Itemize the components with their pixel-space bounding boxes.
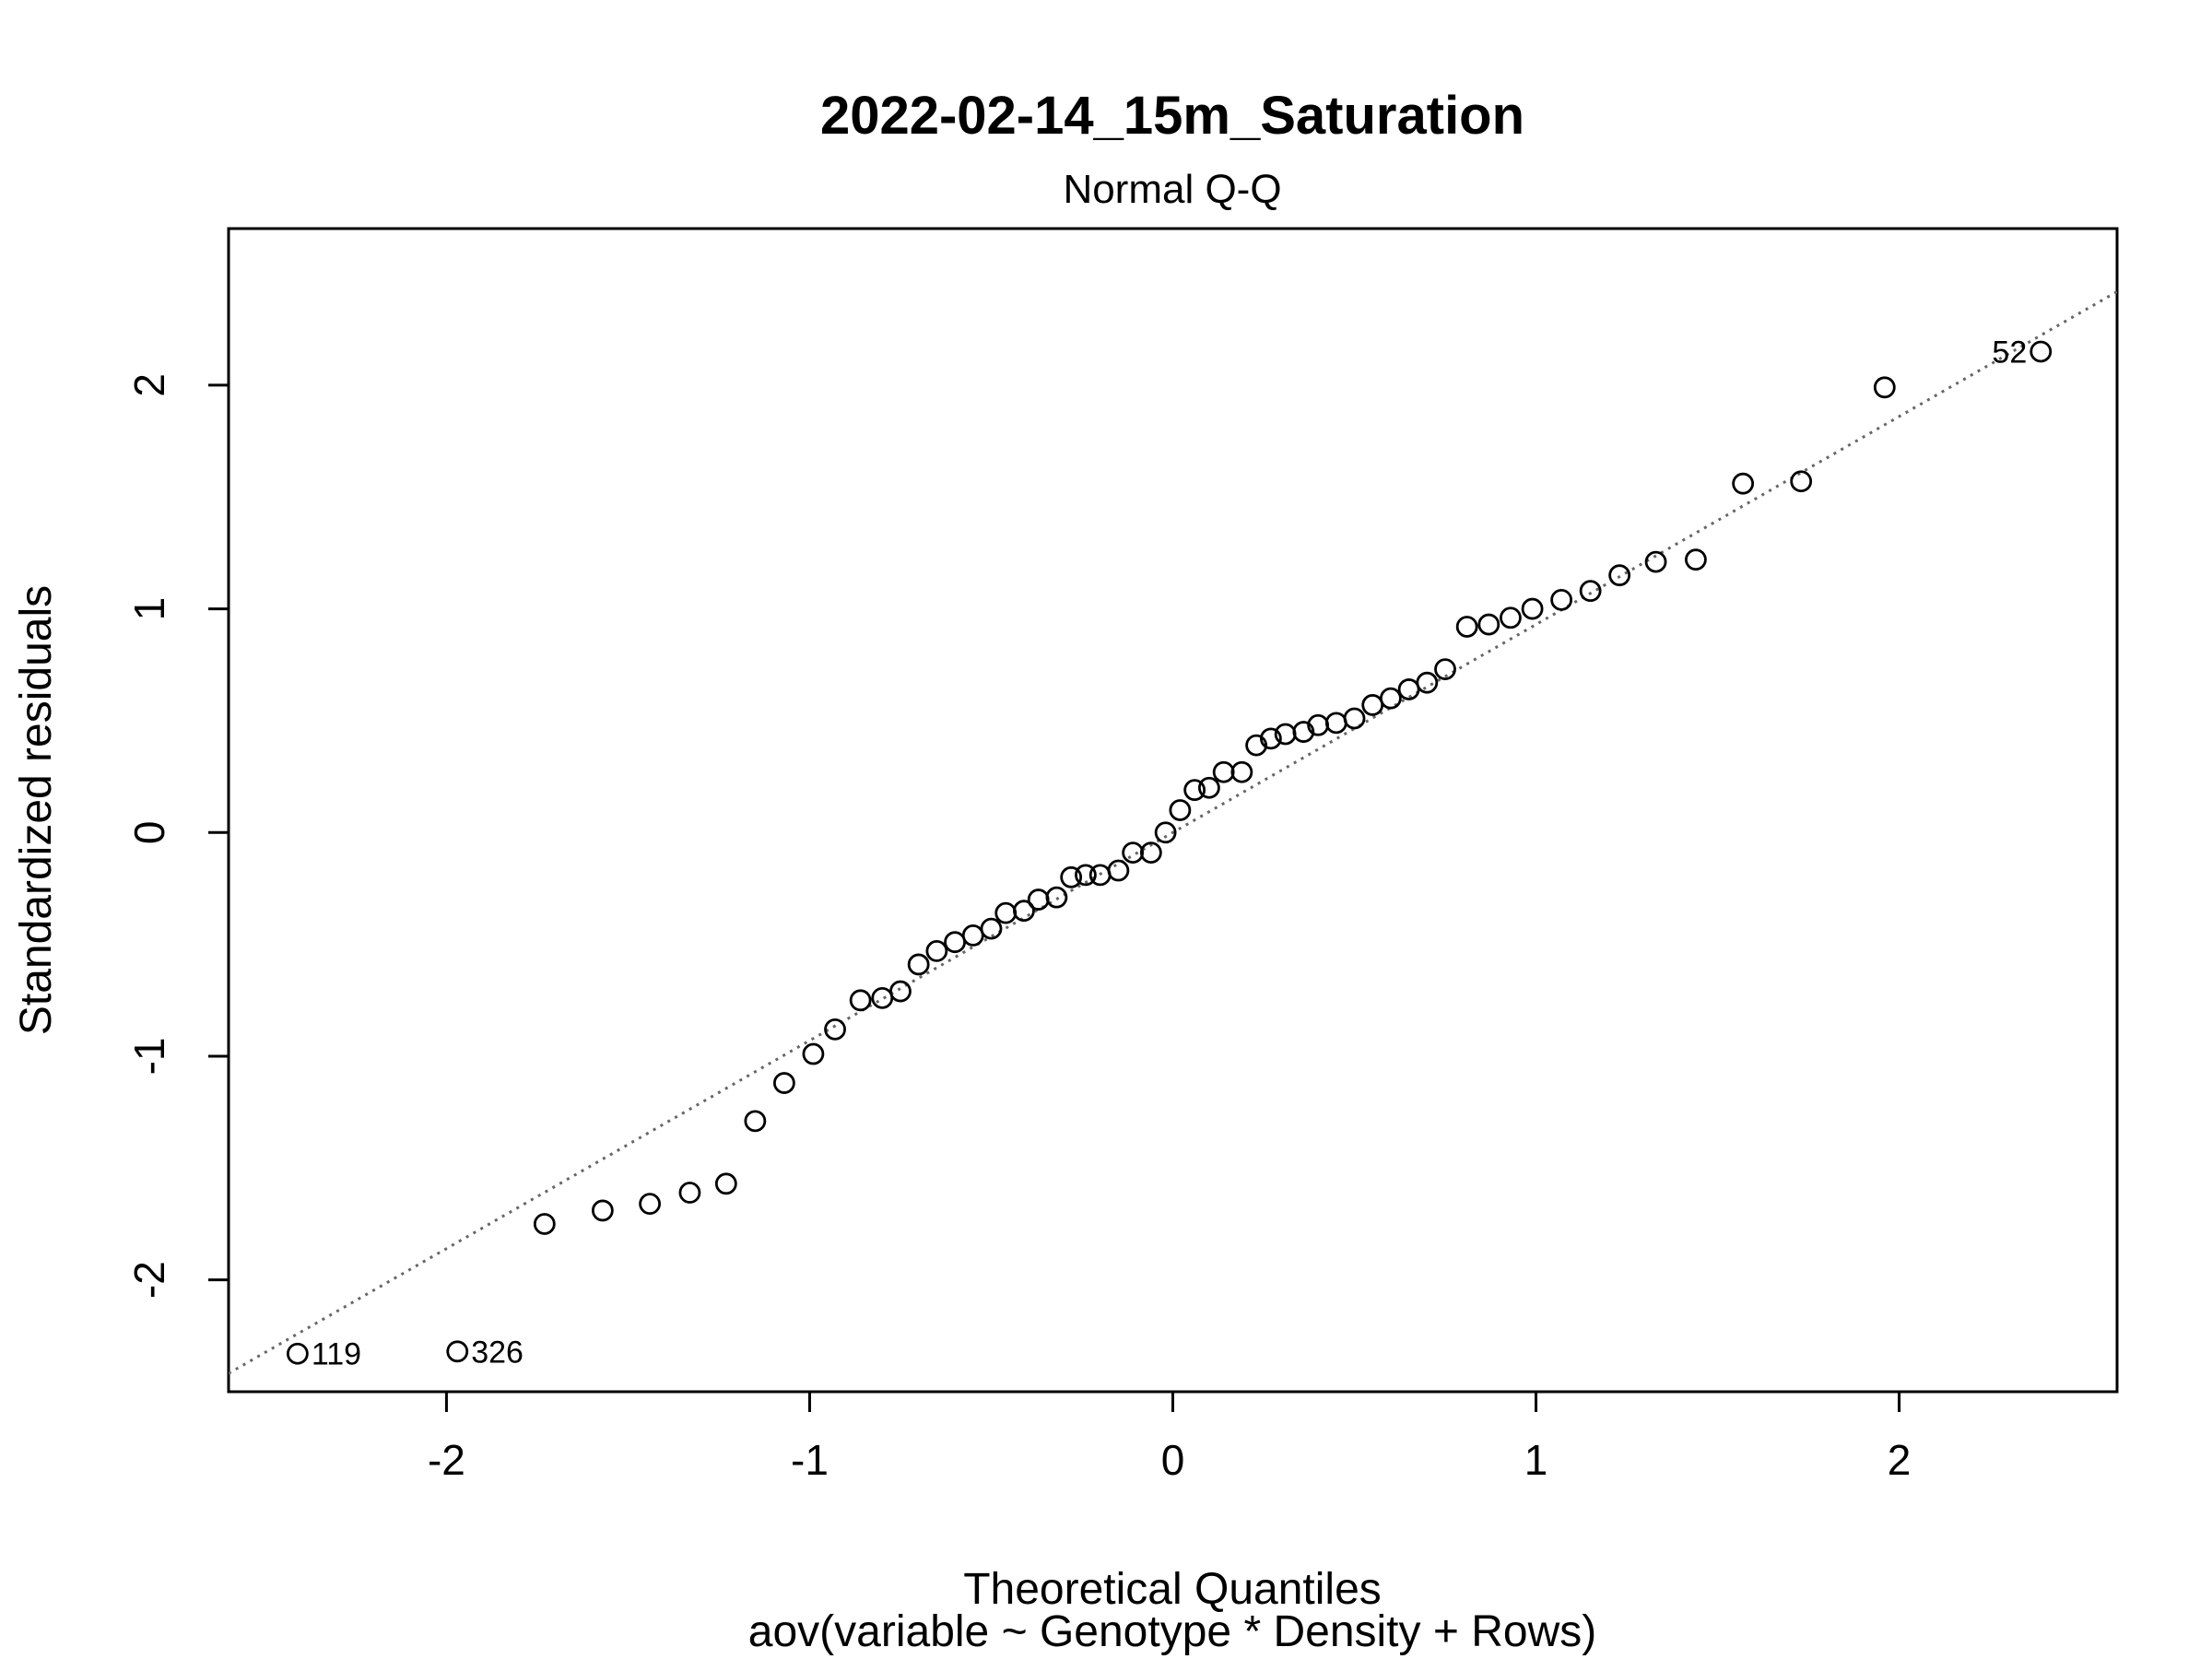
y-tick-label: 0 (125, 820, 173, 844)
data-point (714, 1172, 737, 1195)
data-point (591, 1199, 614, 1222)
data-point (286, 1342, 309, 1365)
data-point (1579, 580, 1602, 603)
data-point (961, 924, 984, 947)
data-point (1107, 859, 1130, 882)
data-point (1685, 548, 1707, 571)
data-point (1060, 865, 1083, 888)
reference-line-layer (229, 290, 2117, 1375)
data-point (889, 980, 912, 1003)
data-point (744, 1110, 767, 1133)
data-point (772, 1072, 795, 1094)
y-tick-label: -2 (125, 1261, 173, 1299)
x-tick-label: -2 (428, 1436, 465, 1484)
data-point (533, 1213, 556, 1235)
data-point (925, 939, 948, 962)
data-point (1343, 707, 1366, 730)
data-point (1045, 886, 1068, 909)
y-tick-label: 2 (125, 373, 173, 397)
data-point (678, 1182, 701, 1204)
data-point (944, 931, 966, 954)
data-point (1122, 841, 1145, 865)
data-point (1416, 671, 1439, 694)
data-point (1230, 760, 1253, 783)
data-point (1292, 721, 1315, 743)
data-point (849, 989, 872, 1012)
data-point (639, 1193, 661, 1216)
x-tick-label: 1 (1524, 1436, 1548, 1484)
point-label: 326 (471, 1335, 524, 1370)
data-point (1434, 658, 1456, 681)
data-point (1873, 376, 1896, 399)
reference-line (229, 290, 2117, 1375)
data-point (1013, 900, 1035, 923)
data-point (1245, 734, 1268, 757)
data-point (907, 953, 930, 976)
data-point (1183, 779, 1206, 802)
x-axis: -2 -1 0 1 2 (428, 1390, 1912, 1484)
x-axis-subtitle: aov(variable ~ Genotype * Density + Rows… (748, 1607, 1596, 1656)
data-point (1521, 597, 1544, 620)
data-point (802, 1042, 825, 1065)
data-point (1212, 760, 1235, 783)
data-point (1075, 864, 1097, 887)
data-point (1361, 694, 1384, 716)
data-point (446, 1340, 469, 1363)
y-tick-label: -1 (125, 1038, 173, 1076)
y-axis: -2 -1 0 1 2 (125, 373, 230, 1299)
data-point (871, 986, 894, 1009)
data-point (1644, 550, 1667, 573)
data-point (1500, 606, 1522, 629)
data-point (1154, 821, 1177, 844)
data-point (1732, 472, 1755, 495)
data-point (1380, 687, 1402, 710)
data-point (980, 917, 1003, 940)
data-point (994, 901, 1018, 924)
point-label: 52 (1992, 335, 2027, 370)
x-tick-label: 0 (1161, 1436, 1185, 1484)
data-point (1259, 727, 1282, 750)
x-tick-label: -1 (791, 1436, 829, 1484)
data-point (1027, 888, 1050, 911)
data-point (1169, 799, 1192, 821)
data-point (1608, 564, 1631, 587)
data-point (1198, 776, 1220, 799)
data-point (2030, 340, 2053, 363)
plot-frame (227, 227, 2119, 1394)
data-point (1139, 841, 1162, 865)
data-point (1550, 588, 1573, 611)
data-point (1790, 470, 1813, 493)
data-point (1324, 712, 1347, 735)
x-tick-label: 2 (1888, 1436, 1912, 1484)
x-axis-title: Theoretical Quantiles (963, 1565, 1382, 1614)
y-tick-label: 1 (125, 597, 173, 621)
data-point (824, 1018, 846, 1041)
data-point (1477, 613, 1500, 636)
points-layer: 119 326 52 (286, 335, 2053, 1372)
y-axis-title: Standardized residuals (12, 585, 61, 1035)
data-point (1455, 616, 1478, 638)
chart-title: 2022-02-14_15m_Saturation (820, 86, 1524, 146)
chart-subtitle: Normal Q-Q (1063, 167, 1281, 212)
point-label: 119 (312, 1337, 361, 1372)
